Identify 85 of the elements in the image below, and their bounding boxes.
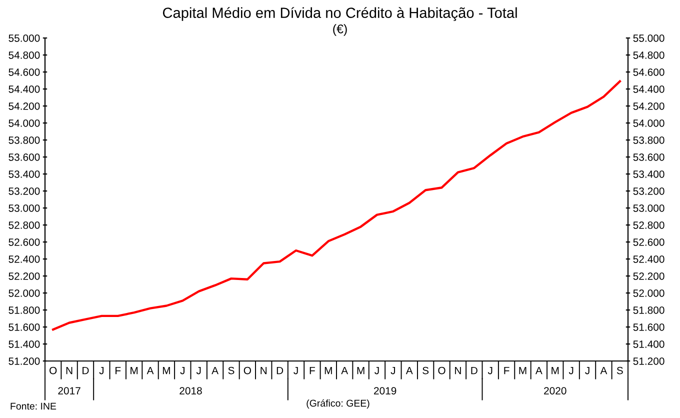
x-tick-label: J [585,366,590,374]
x-tick-label: M [552,366,559,374]
y-tick-label: 53.400 [8,170,40,178]
x-tick-label: A [535,366,542,374]
x-tick-label: M [519,366,526,374]
y2-tick-label: 54.000 [633,120,664,127]
y2-tick-label: 51.400 [633,340,664,348]
y2-tick-label: 52.800 [633,222,664,229]
y2-tick-label: 54.200 [633,102,664,110]
x-tick-label: M [130,366,138,374]
text: 2020 [544,387,566,394]
y2-tick-label: 53.400 [633,170,664,178]
y2-tick-label: 53.200 [633,188,664,195]
y2-tick-label: 54.400 [633,86,664,93]
y-tick-label: 53.600 [8,154,40,161]
x-tick-label: D [276,366,284,374]
x-tick-label: S [422,366,429,374]
y2-tick-label: 54.600 [633,68,664,76]
y-tick-label: 54.200 [8,102,40,110]
y-tick-label: 52.800 [8,222,40,229]
y-tick-label: 51.200 [8,358,40,365]
y-tick-label: 51.400 [8,340,40,348]
y-tick-label: 53.000 [8,204,40,212]
x-tick-label: D [471,366,478,374]
x-tick-label: S [228,366,234,374]
y2-tick-label: 54.800 [633,52,664,59]
x-tick-label: O [244,366,251,374]
x-tick-label: S [616,366,623,374]
x-tick-label: N [66,366,72,374]
y2-tick-label: 52.400 [633,256,664,263]
x-tick-label: A [212,366,218,374]
x-tick-label: M [357,366,364,374]
y2-tick-label: 51.600 [633,324,664,331]
x-tick-label: F [310,366,315,374]
y-tick-label: 52.200 [8,272,40,280]
x-tick-label: A [146,366,154,374]
x-tick-label: A [341,366,348,374]
x-tick-label: A [600,366,608,374]
x-tick-label: J [196,366,201,374]
y-tick-label: 51.600 [8,324,40,331]
x-tick-label: J [294,366,298,374]
y-tick-label: 54.600 [8,68,40,76]
x-tick-label: D [82,366,89,374]
line-series [52,80,622,331]
text: 2018 [180,387,202,394]
y-tick-label: 52.000 [8,290,40,297]
text: (Gráfico: GEE) [306,399,370,409]
y-tick-label: 53.800 [8,136,40,144]
y2-tick-label: 52.000 [633,290,664,297]
x-tick-label: O [438,366,446,374]
y-tick-label: 51.800 [8,306,40,314]
x-tick-label: J [374,366,379,374]
y-tick-label: 54.000 [8,120,40,127]
y2-tick-label: 51.200 [633,358,664,365]
chart-subtitle: (€) [333,24,347,36]
x-tick-label: M [162,366,170,374]
x-tick-label: N [455,366,461,374]
y2-tick-label: 55.000 [633,34,664,42]
x-tick-label: J [568,366,574,374]
source-note: Fonte: INE [10,402,56,410]
x-tick-label: M [324,366,332,374]
y-tick-label: 54.800 [8,52,40,59]
x-tick-label: J [99,366,104,374]
x-tick-label: F [504,366,510,374]
y2-tick-label: 52.200 [633,272,664,280]
x-tick-label: J [180,366,184,374]
y-tick-label: 54.400 [8,86,40,93]
chart-title: Capital Médio em Dívida no Crédito à Habitação - Total [162,7,517,21]
y2-tick-label: 52.600 [633,238,664,246]
y2-tick-label: 53.000 [633,204,664,212]
y2-tick-label: 53.800 [633,136,664,144]
x-tick-label: F [116,366,121,374]
text: 2019 [374,387,396,394]
x-tick-label: A [406,366,413,374]
y-tick-label: 52.600 [8,238,40,246]
y-tick-label: 52.400 [8,256,40,263]
y-tick-label: 55.000 [8,34,40,42]
y2-tick-label: 51.800 [633,306,664,314]
x-tick-label: J [488,366,492,374]
text: 2017 [58,387,80,394]
x-tick-label: N [260,366,267,374]
y2-tick-label: 53.600 [633,154,664,161]
x-tick-label: O [50,366,57,374]
x-tick-label: J [390,366,396,374]
y-tick-label: 53.200 [8,188,40,195]
